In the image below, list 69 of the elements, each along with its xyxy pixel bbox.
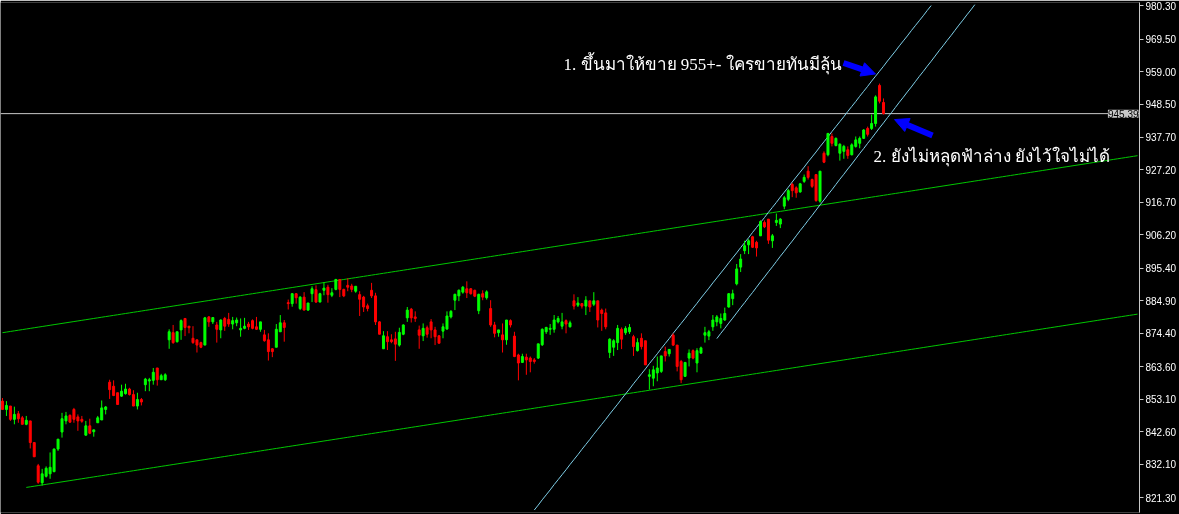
line-series xyxy=(25,313,1139,488)
y-tick-label: 906.20 xyxy=(1145,229,1177,241)
candlestick xyxy=(215,321,219,344)
candlestick xyxy=(711,314,715,332)
candlestick xyxy=(239,317,243,338)
y-tick-label: 948.50 xyxy=(1145,99,1177,110)
candlestick xyxy=(655,356,659,382)
candlestick xyxy=(385,330,389,351)
candlestick xyxy=(453,293,457,311)
candlestick xyxy=(266,332,270,362)
candlestick xyxy=(647,368,651,391)
candlestick xyxy=(560,312,564,330)
candlestick xyxy=(604,308,608,330)
candlestick xyxy=(584,295,588,316)
candlestick xyxy=(393,331,397,362)
candlestick xyxy=(501,322,505,354)
candlestick xyxy=(417,325,421,350)
candlestick xyxy=(632,334,635,357)
candlestick xyxy=(616,324,620,351)
y-tick-label: 927.20 xyxy=(1145,164,1177,176)
candlestick xyxy=(274,323,278,348)
y-tick-label: 853.10 xyxy=(1145,394,1177,406)
candlestick xyxy=(620,326,624,350)
y-tick-label: 821.30 xyxy=(1145,492,1177,504)
candlestick xyxy=(564,318,568,334)
y-tick-label: 842.60 xyxy=(1145,426,1177,438)
candlestick xyxy=(826,132,830,157)
candlestick xyxy=(108,379,112,400)
candlestick xyxy=(167,328,171,350)
y-tick-label: 959.00 xyxy=(1145,66,1177,78)
candlestick xyxy=(326,284,330,304)
candlestick xyxy=(596,300,600,328)
candlestick xyxy=(838,142,842,162)
y-tick-label: 916.70 xyxy=(1145,197,1177,209)
candlestick xyxy=(397,327,401,348)
candlestick xyxy=(282,319,286,343)
candlestick xyxy=(191,325,195,345)
candlestick xyxy=(524,353,528,376)
y-tick-label: 863.60 xyxy=(1145,361,1177,373)
candlestick xyxy=(703,326,707,344)
y-tick-label: 895.40 xyxy=(1145,263,1177,275)
y-tick-label: 832.10 xyxy=(1145,459,1177,471)
candlestick xyxy=(219,318,223,339)
candlestick xyxy=(505,319,508,346)
candlestick xyxy=(100,399,104,421)
y-tick-label: 937.70 xyxy=(1145,132,1177,144)
candlestick xyxy=(608,337,612,359)
candlestick xyxy=(695,347,699,373)
candlestick xyxy=(80,415,84,424)
y-tick-label: 969.50 xyxy=(1145,34,1177,46)
y-tick-label: 874.40 xyxy=(1145,328,1177,340)
y-tick-label: 884.90 xyxy=(1145,295,1177,307)
candlestick xyxy=(310,285,314,303)
candlestick xyxy=(651,365,655,387)
candlestick xyxy=(576,296,580,308)
ref-line-label: 945.39 xyxy=(1107,108,1139,120)
candlestick xyxy=(60,412,64,439)
candlestick xyxy=(572,293,576,310)
annotation: 1. ขึ้นมาให้ขาย 955+- ใครขายทันมีลุ้น xyxy=(563,51,842,75)
annotation: 2. ยังไม่หลุดฟ้าล่าง ยังไว้ใจไม่ได้ xyxy=(873,145,1110,167)
candlestick xyxy=(48,451,52,480)
candlestick xyxy=(735,263,739,286)
candlestick xyxy=(878,83,882,104)
y-tick-label: 980.30 xyxy=(1145,0,1177,12)
candlestick xyxy=(358,290,362,317)
candlestick xyxy=(179,318,183,341)
candlestick xyxy=(36,463,40,485)
candlestick xyxy=(171,324,175,345)
candlestick xyxy=(766,218,770,245)
